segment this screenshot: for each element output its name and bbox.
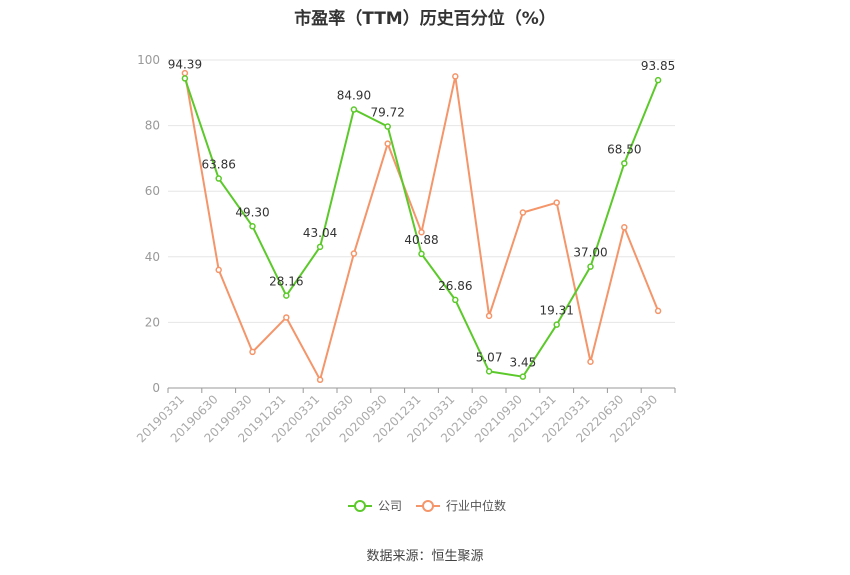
y-tick-label: 60: [145, 184, 160, 198]
data-point: [283, 292, 290, 299]
y-tick-label: 0: [152, 381, 160, 395]
data-point: [519, 209, 527, 216]
data-label: 19.31: [540, 304, 574, 318]
legend-marker-1: [422, 500, 434, 512]
y-tick-label: 80: [145, 119, 160, 133]
data-point: [350, 250, 358, 257]
series-line-1: [183, 72, 660, 381]
data-label: 79.72: [371, 106, 405, 120]
grid-lines: [168, 59, 675, 323]
data-label: 26.86: [438, 279, 472, 293]
data-point: [485, 368, 493, 375]
data-point: [485, 312, 493, 320]
data-point: [215, 266, 222, 274]
legend-label-0: 公司: [378, 499, 402, 513]
data-point: [384, 123, 391, 130]
data-label: 43.04: [303, 226, 337, 240]
y-tick-label: 100: [137, 53, 160, 67]
data-point: [215, 175, 222, 182]
data-point: [283, 314, 290, 321]
data-point: [553, 199, 560, 206]
data-point: [519, 373, 527, 380]
data-point: [621, 160, 628, 167]
data-point: [384, 140, 391, 147]
data-point: [249, 223, 256, 230]
data-label: 5.07: [476, 350, 503, 364]
data-label: 94.39: [168, 57, 202, 71]
y-tick-label: 40: [145, 250, 160, 264]
data-label: 28.16: [269, 275, 303, 289]
legend-label-1: 行业中位数: [446, 498, 506, 513]
data-point: [316, 376, 324, 384]
chart-title: 市盈率（TTM）历史百分位（%）: [294, 9, 556, 29]
data-point: [621, 224, 628, 231]
data-point: [418, 250, 425, 258]
data-label: 63.86: [202, 158, 236, 172]
data-point: [418, 228, 425, 236]
series-layer: [181, 69, 662, 384]
data-label: 84.90: [337, 89, 371, 103]
data-point: [249, 348, 256, 356]
data-point: [587, 358, 594, 366]
data-label: 93.85: [641, 59, 675, 73]
data-label: 3.45: [510, 356, 537, 370]
data-point: [654, 307, 662, 315]
data-point: [452, 73, 459, 80]
data-point: [587, 263, 594, 270]
legend: 公司 行业中位数: [348, 498, 506, 513]
data-source: 数据来源：恒生聚源: [366, 549, 484, 564]
data-point: [350, 106, 358, 113]
y-tick-label: 20: [145, 315, 160, 329]
legend-marker-0: [354, 500, 366, 512]
data-label: 40.88: [404, 233, 438, 247]
data-point: [452, 296, 459, 304]
data-point: [316, 243, 324, 251]
data-label: 37.00: [573, 246, 607, 260]
data-label: 68.50: [607, 142, 641, 156]
data-point: [654, 76, 662, 84]
data-label: 49.30: [235, 205, 269, 219]
data-point: [553, 321, 560, 328]
data-point: [181, 75, 189, 82]
